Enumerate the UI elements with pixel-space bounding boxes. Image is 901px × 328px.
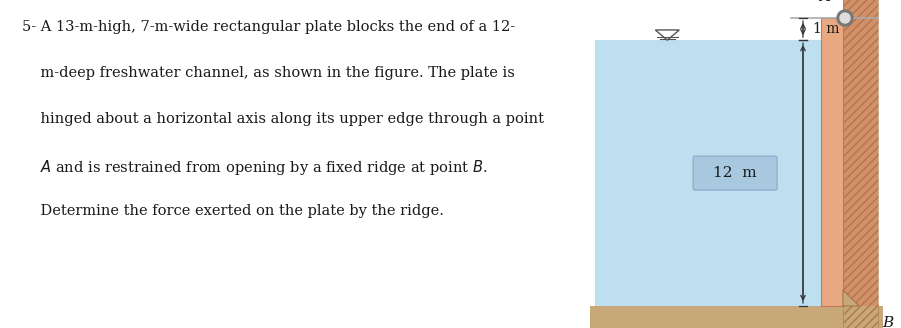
Text: 1 m: 1 m <box>813 22 840 36</box>
Polygon shape <box>843 290 859 306</box>
Circle shape <box>840 13 850 23</box>
Text: 12  m: 12 m <box>714 166 757 180</box>
Text: hinged about a horizontal axis along its upper edge through a point: hinged about a horizontal axis along its… <box>22 112 544 126</box>
Text: m-deep freshwater channel, as shown in the figure. The plate is: m-deep freshwater channel, as shown in t… <box>22 66 514 80</box>
Text: A: A <box>820 0 831 4</box>
Bar <box>590 306 883 328</box>
Polygon shape <box>655 30 679 40</box>
Text: 5- A 13-m-high, 7-m-wide rectangular plate blocks the end of a 12-: 5- A 13-m-high, 7-m-wide rectangular pla… <box>22 20 515 34</box>
Text: B: B <box>882 316 893 328</box>
Bar <box>821 18 843 306</box>
Bar <box>595 40 821 306</box>
Bar <box>843 0 878 328</box>
Text: Determine the force exerted on the plate by the ridge.: Determine the force exerted on the plate… <box>22 204 444 218</box>
Text: $A$ and is restrained from opening by a fixed ridge at point $B$.: $A$ and is restrained from opening by a … <box>22 158 487 177</box>
Circle shape <box>837 10 853 26</box>
FancyBboxPatch shape <box>693 156 778 190</box>
Bar <box>843 0 878 328</box>
